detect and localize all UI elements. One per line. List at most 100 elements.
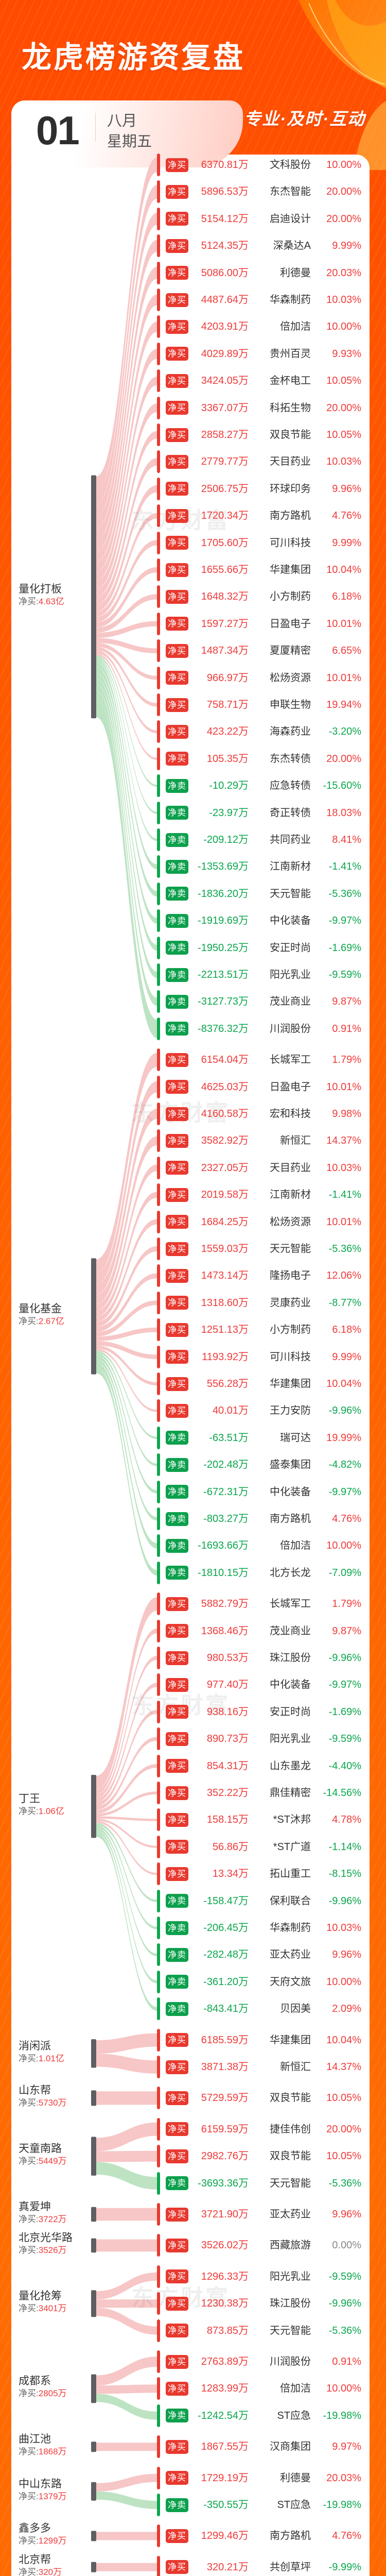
net-amount: 977.40万 — [206, 1679, 249, 1691]
stock-name: 双良节能 — [270, 2092, 311, 2104]
side-tag: 净买 — [166, 454, 188, 469]
pct-change: -1.14% — [328, 1841, 361, 1853]
stock-name: 华建集团 — [270, 564, 311, 575]
flow-ribbon — [96, 1656, 157, 1799]
group-label: 量化打板 净买:4.63亿 — [19, 583, 106, 607]
flow-ribbon — [96, 657, 157, 814]
pct-change: -9.99% — [328, 2561, 361, 2573]
side-tag: 净卖 — [166, 2176, 188, 2191]
net-amount: 4203.91万 — [201, 321, 249, 333]
group-net-amount: 净买:1.06亿 — [19, 1806, 64, 1817]
stock-name: 天府文旅 — [270, 1976, 311, 1988]
net-amount: 2982.76万 — [201, 2150, 249, 2162]
net-amount: -3693.36万 — [198, 2177, 249, 2189]
row-node-bar — [157, 2056, 160, 2078]
side-tag: 净卖 — [166, 994, 188, 1009]
net-amount: -206.45万 — [203, 1922, 249, 1934]
date-divider — [95, 113, 96, 142]
row-node-bar — [157, 2234, 160, 2257]
pct-change: 10.04% — [326, 2034, 361, 2046]
net-amount: 758.71万 — [206, 699, 249, 710]
net-amount: -3127.73万 — [198, 996, 249, 1008]
row-node-bar — [157, 1480, 160, 1503]
pct-change: 0.91% — [332, 1023, 361, 1035]
row-node-bar — [157, 2265, 160, 2288]
net-amount: 5896.53万 — [201, 186, 249, 198]
flow-ribbon — [96, 1348, 157, 1412]
flow-ribbon — [96, 1273, 157, 1332]
row-node-bar — [157, 1318, 160, 1342]
stock-name: 华建集团 — [270, 1378, 311, 1389]
stock-name: 亚太药业 — [270, 1949, 311, 1961]
stock-name: 松炀资源 — [270, 672, 311, 684]
group-name: 真爱坤 — [19, 2201, 51, 2213]
group-name: 山东帮 — [19, 2084, 51, 2097]
pct-change: 4.76% — [332, 1513, 361, 1524]
row-node-bar — [157, 1017, 160, 1040]
pct-change: -7.09% — [328, 1567, 361, 1579]
row-node-bar — [157, 990, 160, 1013]
sankey-group-node — [91, 2562, 96, 2572]
net-amount: 5086.00万 — [201, 267, 249, 279]
pct-change: 10.03% — [326, 1162, 361, 1174]
group-name: 丁王 — [19, 1793, 40, 1805]
net-amount: -158.47万 — [203, 1895, 249, 1907]
group-label: 丁王 净买:1.06亿 — [19, 1792, 106, 1817]
row-node-bar — [157, 1048, 160, 1072]
stock-name: 深桑达A — [273, 240, 311, 252]
pct-change: 10.04% — [326, 1378, 361, 1389]
net-amount: 1655.66万 — [201, 564, 249, 575]
side-tag: 净卖 — [166, 1947, 188, 1962]
group-net-amount: 净买:2.67亿 — [19, 1316, 64, 1326]
group-name: 量化基金 — [19, 1303, 62, 1315]
net-amount: 158.15万 — [206, 1814, 249, 1826]
row-node-bar — [157, 450, 160, 473]
stock-name: 天元智能 — [270, 2177, 311, 2189]
stock-name: 共同药业 — [270, 834, 311, 845]
flow-ribbon — [96, 403, 157, 589]
date-weekday: 星期五 — [107, 133, 152, 150]
sankey-group-node — [91, 2137, 96, 2176]
stock-name: 倍加洁 — [280, 1540, 311, 1552]
pct-change: 9.97% — [332, 2441, 361, 2453]
net-amount: -361.20万 — [203, 1976, 249, 1988]
net-amount: 3871.38万 — [201, 2061, 249, 2073]
pct-change: 6.65% — [332, 645, 361, 657]
pct-change: 10.00% — [326, 1540, 361, 1552]
stock-name: 小方制药 — [270, 1324, 311, 1336]
net-amount: 2858.27万 — [201, 429, 249, 440]
flow-ribbon — [96, 1816, 157, 1821]
pct-change: 0.91% — [332, 2356, 361, 2367]
pct-change: 9.93% — [332, 348, 361, 360]
flow-ribbon — [96, 2033, 157, 2054]
stock-name: 瑞可达 — [280, 1432, 311, 1444]
side-tag: 净买 — [166, 1107, 188, 1121]
stock-name: 阳光乳业 — [270, 969, 311, 980]
stock-name: 拓山重工 — [270, 1868, 311, 1880]
pct-change: -5.36% — [328, 2177, 361, 2189]
row-node-bar — [157, 2319, 160, 2342]
row-node-bar — [157, 801, 160, 824]
stock-name: 天元智能 — [270, 888, 311, 900]
row-node-bar — [157, 504, 160, 528]
sankey-group-node — [91, 2090, 96, 2106]
row-node-bar — [157, 828, 160, 851]
stock-name: 新恒汇 — [280, 1135, 311, 1147]
pct-change: -8.15% — [328, 1868, 361, 1880]
net-amount: 1559.03万 — [201, 1243, 249, 1255]
flow-ribbon — [96, 1827, 157, 1956]
side-tag: 净买 — [166, 293, 188, 307]
pct-change: -9.59% — [328, 1733, 361, 1745]
flow-ribbon — [96, 2299, 157, 2308]
net-amount: 1283.99万 — [201, 2383, 249, 2395]
row-node-bar — [157, 2292, 160, 2315]
flow-ribbon — [96, 662, 157, 869]
net-amount: 873.85万 — [206, 2325, 249, 2336]
row-node-bar — [157, 1426, 160, 1449]
row-node-bar — [157, 531, 160, 554]
side-tag: 净买 — [166, 319, 188, 334]
side-tag: 净买 — [166, 374, 188, 388]
sankey-group-node — [91, 1775, 96, 1838]
stock-name: 科拓生物 — [270, 402, 311, 414]
